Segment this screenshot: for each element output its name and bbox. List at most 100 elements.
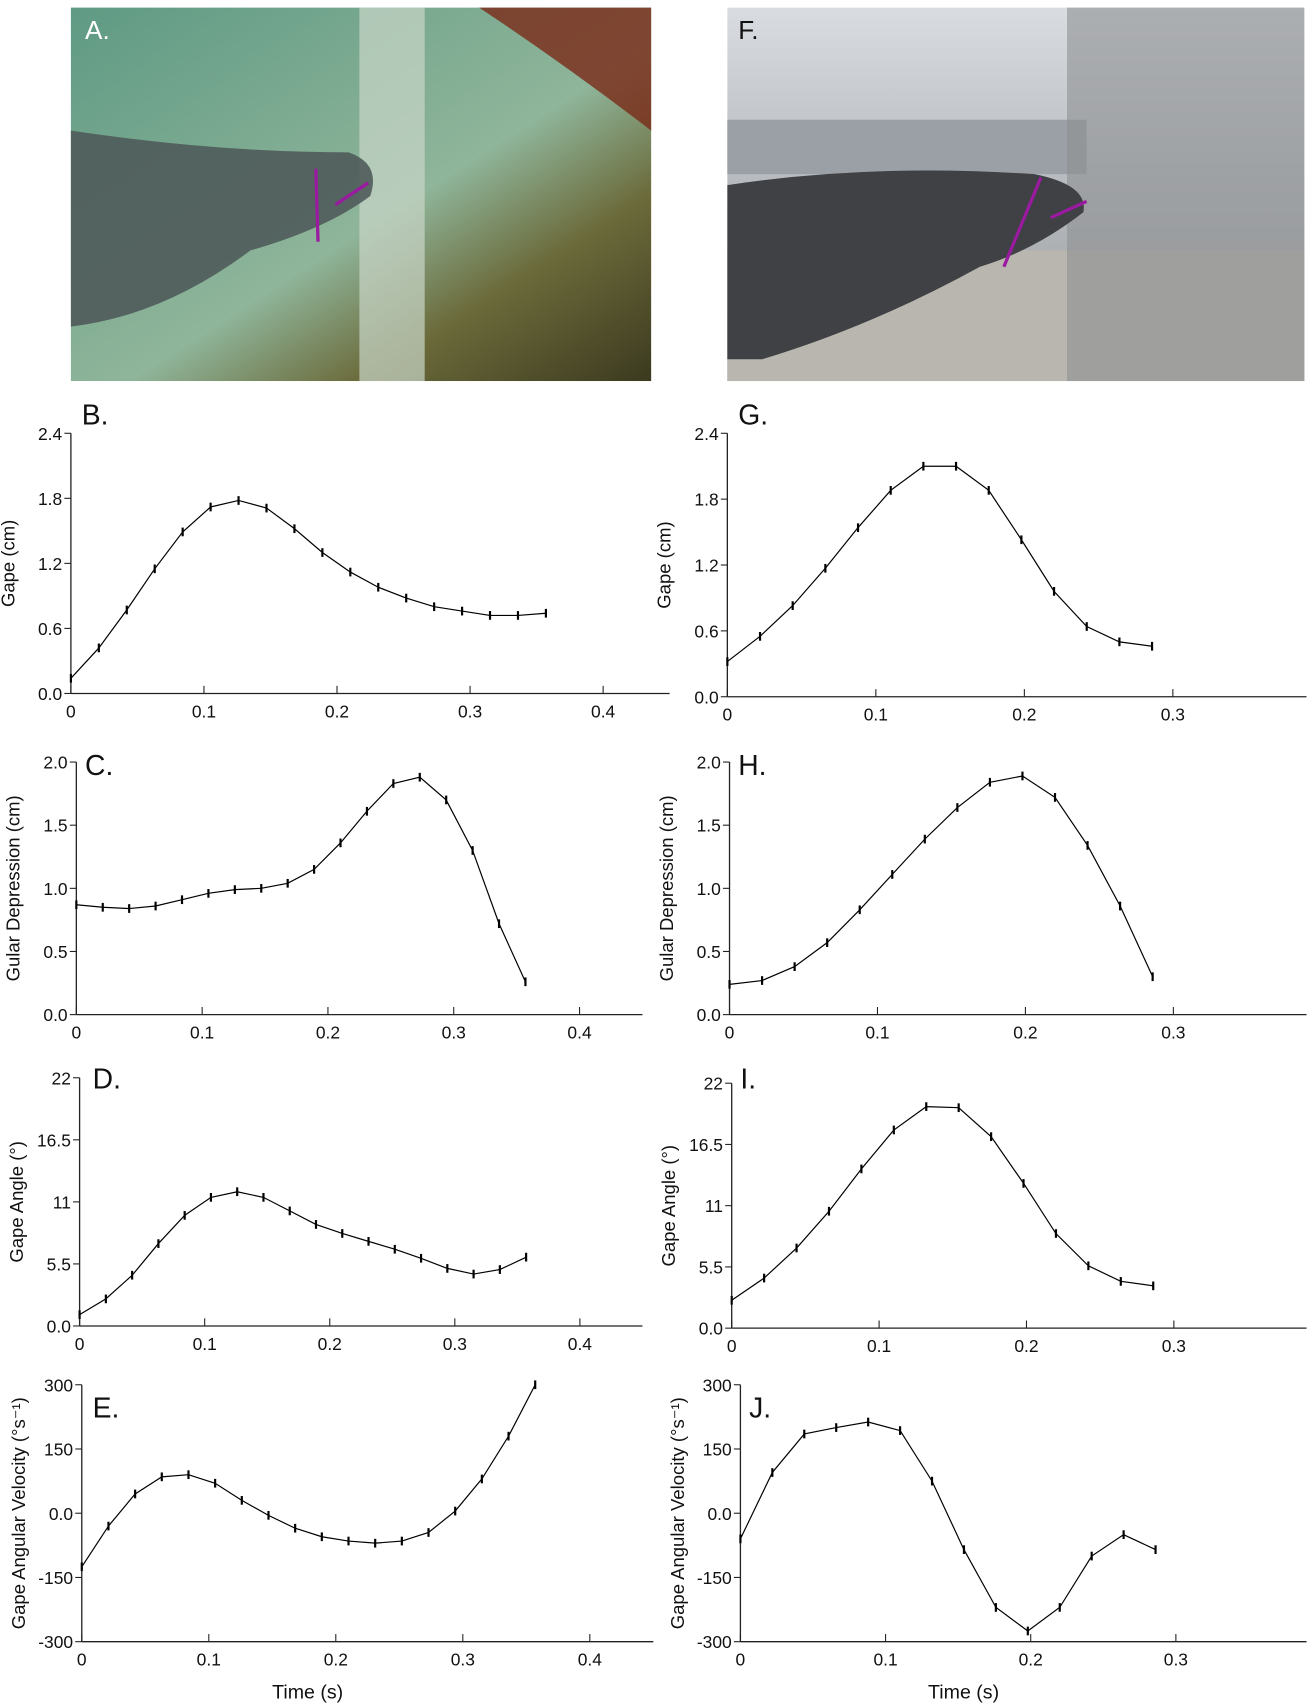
y-tick-label: -300 [38, 1632, 73, 1652]
y-axis-label: Gular Depression (cm) [656, 795, 677, 981]
y-tick-label: -300 [697, 1632, 732, 1652]
y-tick-label: 300 [44, 1375, 73, 1395]
data-line [81, 1384, 536, 1568]
panel-label: E. [93, 1391, 120, 1423]
y-tick-label: 0.0 [43, 1005, 67, 1025]
y-tick-label: 2.4 [694, 424, 719, 444]
x-tick-label: 0.4 [568, 1334, 593, 1354]
y-axis-label: Gape (cm) [654, 521, 675, 608]
panel-label: D. [93, 1063, 121, 1095]
y-tick-label: 1.5 [697, 816, 721, 836]
x-tick-label: 0.3 [451, 1650, 475, 1670]
x-tick-label: 0.3 [1164, 1650, 1188, 1670]
x-tick-label: 0.2 [324, 1650, 348, 1670]
y-axis-label: Gape (cm) [0, 520, 18, 607]
y-tick-label: 1.2 [694, 556, 718, 576]
panel-label: J. [749, 1391, 771, 1423]
y-tick-label: 1.2 [38, 554, 62, 574]
photo-f: F. [727, 7, 1305, 382]
panel-label: B. [82, 399, 109, 431]
y-tick-label: 0.6 [694, 621, 718, 641]
x-tick-label: 0.1 [873, 1650, 897, 1670]
panel-label: A. [85, 15, 110, 45]
x-tick-label: 0.3 [1162, 1336, 1186, 1356]
y-tick-label: 5.5 [699, 1257, 723, 1277]
x-tick-label: 0 [727, 1336, 737, 1356]
x-tick-label: 0.2 [316, 1023, 340, 1043]
y-axis-label: Gape Angular Velocity (°s⁻¹) [8, 1397, 29, 1629]
y-tick-label: 1.0 [43, 879, 67, 899]
y-tick-label: 11 [53, 1192, 71, 1212]
photo-a: A. [70, 7, 652, 382]
x-tick-label: 0.4 [578, 1650, 603, 1670]
x-tick-label: 0.1 [865, 1023, 889, 1043]
x-tick-label: 0.2 [1019, 1650, 1043, 1670]
x-tick-label: 0.4 [591, 701, 616, 721]
x-tick-label: 0.1 [197, 1650, 221, 1670]
y-tick-label: 2.0 [43, 753, 67, 773]
data-line [70, 499, 546, 679]
x-tick-label: 0 [66, 701, 76, 721]
panel-label: F. [738, 15, 758, 45]
x-tick-label: 0.3 [442, 1023, 466, 1043]
y-tick-label: 0.0 [699, 1319, 723, 1339]
x-tick-label: 0.2 [1014, 1336, 1038, 1356]
x-tick-label: 0.1 [192, 701, 216, 721]
x-tick-label: 0.1 [193, 1334, 217, 1354]
x-tick-label: 0.2 [325, 701, 349, 721]
y-tick-label: 1.8 [38, 489, 62, 509]
y-tick-label: 1.0 [697, 879, 721, 899]
panel-label: C. [85, 749, 113, 781]
y-tick-label: 0.0 [694, 687, 718, 707]
x-tick-label: 0.3 [458, 701, 482, 721]
y-tick-label: 1.5 [43, 816, 67, 836]
x-tick-label: 0.2 [1013, 1023, 1037, 1043]
x-tick-label: 0 [725, 1023, 735, 1043]
y-axis-label: Gular Depression (cm) [3, 795, 24, 981]
x-tick-label: 0.1 [190, 1023, 214, 1043]
y-tick-label: 300 [703, 1375, 732, 1395]
y-tick-label: 11 [705, 1196, 723, 1216]
data-line [76, 776, 526, 982]
x-tick-label: 0 [723, 705, 733, 725]
y-tick-label: 0.0 [708, 1504, 732, 1524]
x-tick-label: 0 [75, 1334, 85, 1354]
x-tick-label: 0 [77, 1650, 87, 1670]
data-line [731, 1106, 1154, 1301]
x-axis-label: Time (s) [272, 1681, 343, 1703]
y-tick-label: 2.4 [38, 424, 63, 444]
y-tick-label: 2.0 [697, 753, 721, 773]
y-tick-label: 0.6 [38, 619, 62, 639]
y-tick-label: 16.5 [689, 1135, 723, 1155]
data-line [739, 1421, 1156, 1632]
x-tick-label: 0 [71, 1023, 81, 1043]
panel-label: H. [738, 749, 766, 781]
y-tick-label: -150 [697, 1568, 732, 1588]
y-tick-label: 150 [44, 1440, 73, 1460]
y-tick-label: 22 [704, 1074, 723, 1094]
data-line [729, 775, 1154, 985]
x-tick-label: 0.3 [1161, 705, 1185, 725]
y-axis-label: Gape Angle (°) [658, 1145, 679, 1267]
x-tick-label: 0 [736, 1650, 746, 1670]
x-tick-label: 0.2 [1012, 705, 1036, 725]
y-tick-label: 0.0 [47, 1317, 71, 1337]
y-tick-label: 5.5 [47, 1254, 71, 1274]
y-tick-label: 150 [703, 1440, 732, 1460]
x-tick-label: 0.3 [1161, 1023, 1185, 1043]
y-tick-label: 0.0 [697, 1005, 721, 1025]
data-line [79, 1191, 527, 1316]
data-line [726, 465, 1153, 663]
x-tick-label: 0.1 [864, 705, 888, 725]
y-axis-label: Gape Angle (°) [6, 1141, 27, 1263]
x-axis-label: Time (s) [928, 1681, 999, 1703]
y-axis-label: Gape Angular Velocity (°s⁻¹) [667, 1397, 688, 1629]
y-tick-label: -150 [38, 1568, 73, 1588]
y-tick-label: 0.5 [43, 942, 67, 962]
y-tick-label: 0.0 [49, 1504, 73, 1524]
y-tick-label: 16.5 [37, 1130, 71, 1150]
y-tick-label: 22 [52, 1068, 71, 1088]
panel-label: G. [738, 399, 768, 431]
